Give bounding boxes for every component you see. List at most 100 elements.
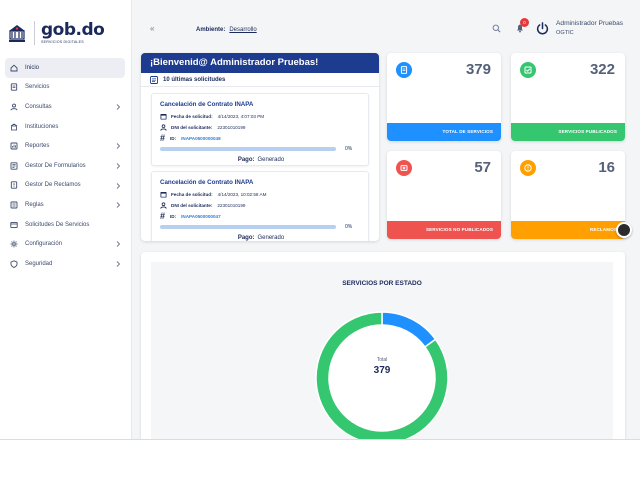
published-icon [520,62,536,78]
sidebar-item-gestor-de-reclamos[interactable]: Gestor De Reclamos [5,176,125,196]
search-icon[interactable] [492,24,501,33]
user-organization: OGTIC [556,30,574,36]
building-icon [10,123,18,131]
request-dni-row: DNI del solicitante: 22301010199 [160,201,245,209]
hash-icon: # [160,211,166,221]
user-name[interactable]: Administrador Pruebas [556,20,624,27]
hash-icon: # [160,133,166,143]
request-payment-label: Pago: [237,157,255,163]
list-icon [150,75,158,84]
app-window: gob.do SERVICIOS DIGITALES Inicio Servici… [0,0,640,440]
sidebar-item-label: Reglas [25,201,44,208]
request-title[interactable]: Cancelación de Contrato INAPA [160,101,254,108]
request-card[interactable]: Cancelación de Contrato INAPA Fecha de so… [151,171,369,241]
request-id-link[interactable]: INAPA0500000048 [181,135,221,141]
request-id-label: ID: [170,135,177,141]
person-icon [160,123,167,131]
request-date-label: Fecha de solicitud: [171,191,213,197]
sidebar-item-gestor-de-formularios[interactable]: Gestor De Formularios [5,156,125,176]
sidebar-item-consultas[interactable]: Consultas [5,97,125,117]
sidebar-nav: Inicio Servicios Consultas Instituciones Rep… [5,58,125,274]
calendar-icon [160,191,167,197]
gear-icon [10,240,18,248]
sidebar-item-inicio[interactable]: Inicio [5,58,125,78]
sidebar-item-reportes[interactable]: Reportes [5,136,125,156]
stat-card-servicios-no-publicados[interactable]: 57 SERVICIOS NO PUBLICADOS [387,151,501,239]
request-dni-label: DNI del solicitante: [171,202,213,208]
request-dni-value: 22301010199 [217,124,246,130]
request-title[interactable]: Cancelación de Contrato INAPA [160,179,254,186]
stat-value: 57 [474,159,491,176]
notification-badge: 0 [520,18,529,27]
sidebar-item-solicitudes-de-servicios[interactable]: Solicitudes De Servicios [5,215,125,235]
request-progress-text: 0% [345,146,353,152]
request-id-link[interactable]: INAPA0500000047 [181,213,221,219]
chevron-right-icon [116,163,121,169]
chevron-right-icon [116,182,121,189]
sidebar-item-seguridad[interactable]: Seguridad [5,254,125,274]
recent-requests-header: 10 últimas solicitudes [141,73,379,87]
collapse-sidebar-button[interactable]: « [150,24,155,33]
stat-card-servicios-publicados[interactable]: 322 SERVICIOS PUBLICADOS [511,53,625,141]
home-icon [10,64,18,72]
stat-card-total-de-servicios[interactable]: 379 TOTAL DE SERVICIOS [387,53,501,141]
request-progress-text: 0% [345,224,353,230]
environment-value[interactable]: Desarrollo [229,27,257,33]
complaint-icon [10,181,18,190]
sidebar: gob.do SERVICIOS DIGITALES Inicio Servici… [0,0,132,439]
request-id-row: # ID: INAPA0500000048 [160,133,221,143]
request-dni-label: DNI del solicitante: [171,124,213,130]
request-id-label: ID: [170,213,177,219]
sidebar-item-label: Instituciones [25,123,59,130]
request-payment: Pago: Generado [152,235,370,241]
calendar-icon [160,113,167,119]
stat-value: 379 [465,61,491,78]
coat-of-arms-icon [9,25,25,42]
person-icon [160,201,167,209]
request-date-row: Fecha de solicitud: 4/14/2023, 4:07:03 PM [160,112,264,120]
chart-title: SERVICIOS POR ESTADO [342,280,422,287]
requests-list[interactable]: Cancelación de Contrato INAPA Fecha de so… [141,90,379,241]
requests-icon [10,221,18,229]
logo-divider [34,21,35,45]
brand-name: gob.do [41,20,105,40]
sidebar-item-label: Gestor De Formularios [25,162,86,169]
request-progress-bar [160,147,336,151]
power-icon[interactable] [535,21,550,36]
sidebar-item-label: Consultas [25,103,52,110]
request-dni-value: 22301010199 [217,202,246,208]
welcome-card: ¡Bienvenid@ Administrador Pruebas! 10 úl… [141,53,379,241]
donut-slice-servicios-publicados[interactable] [315,311,449,440]
request-card[interactable]: Cancelación de Contrato INAPA Fecha de so… [151,93,369,166]
shield-icon [10,260,18,268]
request-id-row: # ID: INAPA0500000047 [160,211,221,221]
chevron-right-icon [116,143,121,150]
request-progress-bar [160,225,336,229]
brand-text: gob.do SERVICIOS DIGITALES [41,20,105,45]
document-icon [396,62,412,78]
chart-center-value: 379 [373,365,391,376]
sidebar-item-label: Gestor De Reclamos [25,182,81,189]
sidebar-item-instituciones[interactable]: Instituciones [5,117,125,137]
brand-logo[interactable]: gob.do SERVICIOS DIGITALES [6,20,105,46]
chevron-right-icon [116,261,121,267]
top-bar: « Ambiente: Desarrollo 0 Administrador Pr… [132,0,640,52]
floating-avatar[interactable] [616,222,632,238]
sidebar-item-reglas[interactable]: Reglas [5,195,125,215]
request-date-value: 4/14/2023, 10:02:58 AM [217,191,267,197]
sidebar-item-servicios[interactable]: Servicios [5,78,125,98]
stat-label: TOTAL DE SERVICIOS [387,123,501,141]
request-payment-label: Pago: [237,235,255,241]
sidebar-item-label: Configuración [25,241,63,248]
request-payment-value: Generado [257,157,285,163]
chart-icon [10,142,18,150]
chevron-right-icon [116,104,121,111]
request-date-row: Fecha de solicitud: 4/14/2023, 10:02:58 A… [160,190,266,198]
chart-area: SERVICIOS POR ESTADO Total 379 [151,262,613,440]
sidebar-item-configuracion[interactable]: Configuración [5,234,125,254]
stat-card-reclamos[interactable]: 16 RECLAMOS [511,151,625,239]
donut-hole [329,325,435,431]
stat-label: SERVICIOS PUBLICADOS [511,123,625,141]
unpublished-icon [396,160,412,176]
sidebar-item-label: Servicios [25,84,50,91]
